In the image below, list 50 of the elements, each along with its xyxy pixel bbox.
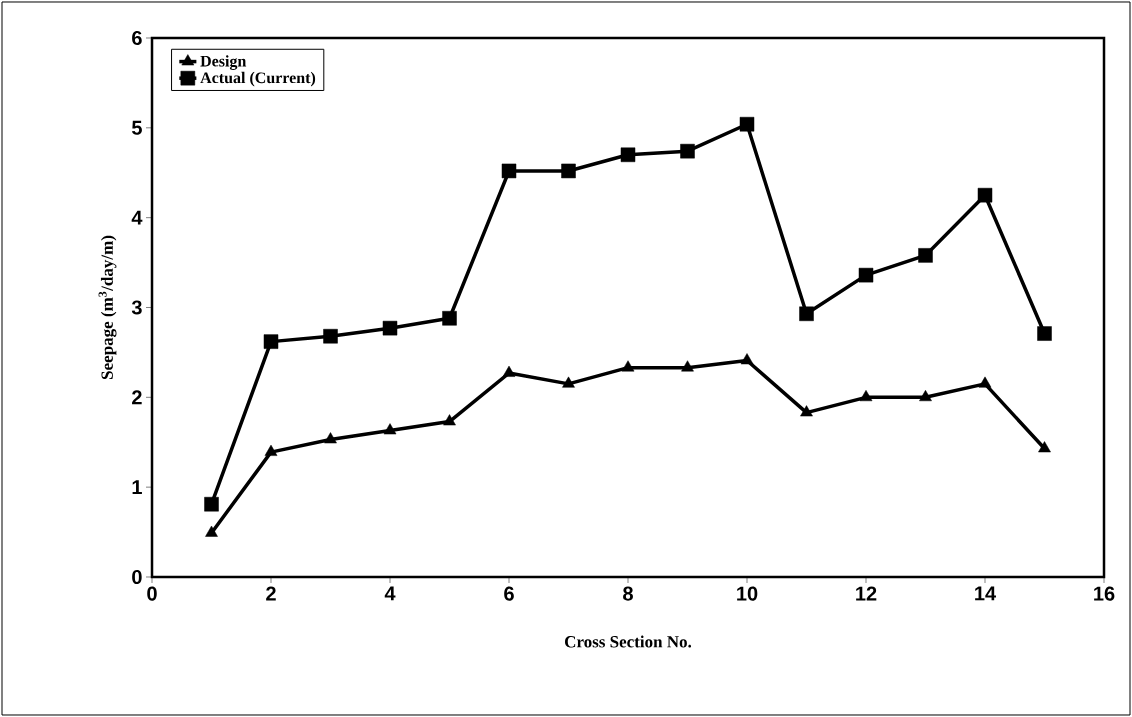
point <box>978 376 992 388</box>
y-tick-label: 6 <box>132 30 142 46</box>
point <box>502 365 516 377</box>
point <box>501 163 517 179</box>
x-tick-label: 14 <box>975 586 997 601</box>
y-tick-label: 5 <box>131 120 142 135</box>
x-axis-title: Cross Section No. <box>565 635 692 648</box>
point <box>382 320 398 336</box>
point <box>620 147 636 163</box>
point <box>977 187 993 203</box>
x-tick-label: 10 <box>737 586 758 601</box>
point <box>919 390 932 402</box>
point <box>204 496 219 512</box>
point <box>739 116 755 132</box>
point <box>1038 441 1051 453</box>
legend-label: Design <box>200 55 247 70</box>
point <box>740 353 754 365</box>
point <box>561 163 576 179</box>
x-tick-label: 16 <box>1094 586 1115 601</box>
x-tick-label: 8 <box>623 586 633 601</box>
point <box>800 405 813 417</box>
point <box>859 390 873 402</box>
x-tick-label: 6 <box>504 586 514 601</box>
point <box>442 311 457 326</box>
point <box>1037 326 1052 341</box>
y-tick-label: 3 <box>131 300 142 315</box>
point <box>443 414 456 426</box>
point <box>799 306 814 322</box>
point <box>324 432 337 444</box>
y-tick-label: 4 <box>131 210 143 225</box>
y-tick-label: 2 <box>132 390 142 405</box>
point <box>323 328 338 344</box>
y-tick-label: 0 <box>132 569 142 585</box>
y-axis-title: Seepage (m$^{3}$/day/m) <box>98 235 117 379</box>
point <box>621 360 635 372</box>
point <box>264 444 278 456</box>
point <box>263 334 279 349</box>
point <box>205 525 218 537</box>
point <box>562 376 575 388</box>
point <box>858 267 874 283</box>
y-tick-label: 1 <box>132 480 142 495</box>
legend-label: Actual (Current) <box>200 71 316 87</box>
point <box>681 360 694 372</box>
point <box>383 423 397 435</box>
point <box>680 143 695 159</box>
x-tick-label: 2 <box>266 586 276 601</box>
x-tick-label: 12 <box>856 586 877 601</box>
x-tick-label: 0 <box>147 586 157 601</box>
x-tick-label: 4 <box>384 586 396 601</box>
point <box>918 248 933 263</box>
